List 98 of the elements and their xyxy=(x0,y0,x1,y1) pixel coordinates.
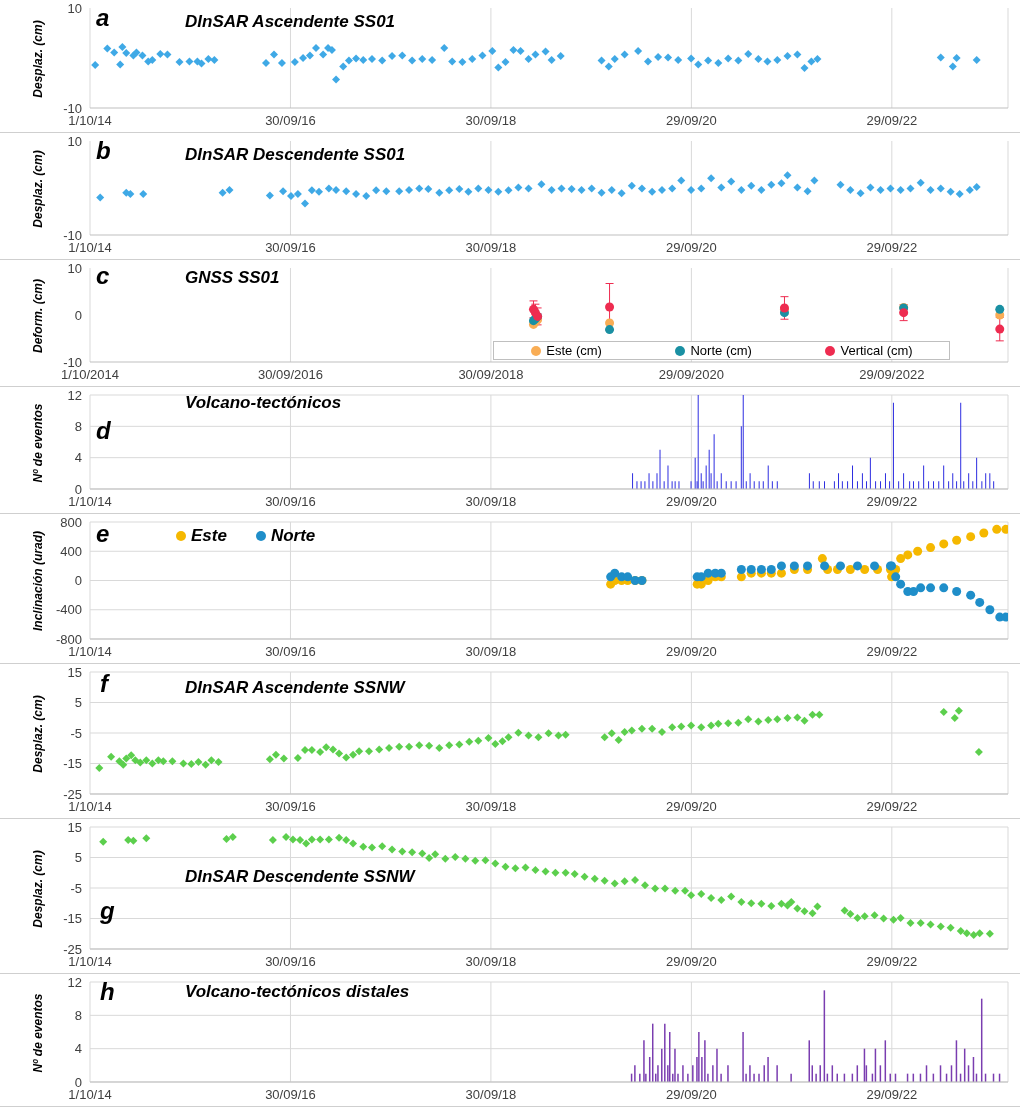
annotation: c xyxy=(96,262,110,290)
x-tick-label: 1/10/14 xyxy=(68,494,112,510)
y-tick-label: -10 xyxy=(63,354,82,370)
chart-title: GNSS SS01 xyxy=(185,268,280,288)
x-tick-label: 30/09/16 xyxy=(265,1087,316,1103)
y-tick-label: 15 xyxy=(67,664,82,680)
x-tick-label: 1/10/14 xyxy=(68,1087,112,1103)
text: DInSAR Descendente SSNW xyxy=(185,867,415,887)
legend-label: Este (cm) xyxy=(546,343,602,358)
y-tick-label: -25 xyxy=(63,941,82,957)
x-tick-label: 30/09/18 xyxy=(465,954,517,970)
chart-title: DInSAR Ascendente SSNW xyxy=(185,678,405,698)
x-tick-label: 30/09/18 xyxy=(465,1087,517,1103)
x-tick-label: 30/09/18 xyxy=(465,799,517,815)
annotation: f xyxy=(100,670,108,698)
chart-title: Volcano-tectónicos distales xyxy=(185,982,410,1002)
y-tick-label: 4 xyxy=(74,1041,82,1057)
x-tick-label: 30/09/18 xyxy=(465,644,517,660)
y-tick-label: 8 xyxy=(74,418,82,434)
legend-label: Norte xyxy=(270,526,316,546)
x-tick-label: 30/09/2018 xyxy=(458,367,524,383)
chart-title: DInSAR Descendente SS01 xyxy=(185,145,406,165)
y-axis-title: Nº de eventos xyxy=(31,991,45,1075)
x-tick-label: 29/09/20 xyxy=(666,240,717,256)
y-tick-label: 10 xyxy=(67,0,82,16)
y-tick-label: 12 xyxy=(67,387,82,403)
x-tick-label: 29/09/20 xyxy=(666,799,717,815)
y-axis-title: Desplaz. (cm) xyxy=(31,693,45,775)
annotation: a xyxy=(96,4,110,32)
y-axis-title: Inclinación (urad) xyxy=(31,530,45,633)
y-tick-label: 400 xyxy=(60,543,82,559)
annotation: d xyxy=(96,417,111,445)
y-tick-label: -15 xyxy=(63,756,82,772)
x-tick-label: 1/10/2014 xyxy=(61,367,119,383)
x-tick-label: 29/09/20 xyxy=(666,494,717,510)
x-tick-label: 1/10/14 xyxy=(68,954,112,970)
y-tick-label: 12 xyxy=(67,974,82,990)
annotation: g xyxy=(100,897,115,925)
x-tick-label: 30/09/2016 xyxy=(257,367,323,383)
x-tick-label: 29/09/2020 xyxy=(658,367,724,383)
y-axis-title: Nº de eventos xyxy=(31,401,45,485)
y-tick-label: 800 xyxy=(60,514,82,530)
y-axis-title: Desplaz. (cm) xyxy=(31,18,45,100)
y-tick-label: 5 xyxy=(74,695,82,711)
legend-label: Norte (cm) xyxy=(690,343,752,358)
x-tick-label: 30/09/16 xyxy=(265,954,316,970)
x-tick-label: 30/09/16 xyxy=(265,799,316,815)
y-axis-title: Desplaz. (cm) xyxy=(31,148,45,230)
y-tick-label: -10 xyxy=(63,227,82,243)
y-tick-label: -15 xyxy=(63,911,82,927)
x-tick-label: 30/09/16 xyxy=(265,240,316,256)
x-tick-label: 30/09/18 xyxy=(465,494,517,510)
x-tick-label: 29/09/22 xyxy=(866,113,918,129)
y-tick-label: 5 xyxy=(74,850,82,866)
x-tick-label: 29/09/20 xyxy=(666,954,717,970)
y-tick-label: -10 xyxy=(63,100,82,116)
x-tick-label: 29/09/20 xyxy=(666,113,717,129)
chart-title: DInSAR Ascendente SS01 xyxy=(185,12,396,32)
y-tick-label: 8 xyxy=(74,1007,82,1023)
x-tick-label: 29/09/22 xyxy=(866,644,918,660)
annotation: b xyxy=(96,137,111,165)
x-tick-label: 30/09/18 xyxy=(465,240,517,256)
x-tick-label: 1/10/14 xyxy=(68,644,112,660)
y-tick-label: -800 xyxy=(55,631,82,647)
x-tick-label: 29/09/22 xyxy=(866,240,918,256)
y-tick-label: -400 xyxy=(55,602,82,618)
y-axis-title: Desplaz. (cm) xyxy=(31,848,45,930)
x-tick-label: 29/09/20 xyxy=(666,644,717,660)
y-tick-label: 15 xyxy=(67,819,82,835)
x-tick-label: 1/10/14 xyxy=(68,799,112,815)
x-tick-label: 29/09/22 xyxy=(866,1087,918,1103)
y-tick-label: -25 xyxy=(63,786,82,802)
x-tick-label: 29/09/22 xyxy=(866,954,918,970)
x-tick-label: 29/09/20 xyxy=(666,1087,717,1103)
y-tick-label: -5 xyxy=(70,725,82,741)
annotation: h xyxy=(100,978,115,1006)
legend-label: Vertical (cm) xyxy=(840,343,913,358)
y-tick-label: 10 xyxy=(67,133,82,149)
y-tick-label: 0 xyxy=(74,573,82,589)
x-tick-label: 1/10/14 xyxy=(68,113,112,129)
x-tick-label: 30/09/16 xyxy=(265,494,316,510)
y-tick-label: 4 xyxy=(74,450,82,466)
x-tick-label: 29/09/2022 xyxy=(859,367,925,383)
y-axis-title: Deform. (cm) xyxy=(31,277,45,355)
y-tick-label: 10 xyxy=(67,260,82,276)
y-tick-label: 0 xyxy=(74,307,82,323)
x-tick-label: 29/09/22 xyxy=(866,494,918,510)
chart-title: Volcano-tectónicos xyxy=(185,393,342,413)
y-tick-label: 0 xyxy=(74,481,82,497)
x-tick-label: 29/09/22 xyxy=(866,799,918,815)
x-tick-label: 1/10/14 xyxy=(68,240,112,256)
x-tick-label: 30/09/16 xyxy=(265,113,316,129)
legend-label: Este xyxy=(191,526,227,546)
x-tick-label: 30/09/16 xyxy=(265,644,316,660)
y-tick-label: -5 xyxy=(70,880,82,896)
annotation: e xyxy=(96,520,110,548)
y-tick-label: 0 xyxy=(74,1074,82,1090)
x-tick-label: 30/09/18 xyxy=(465,113,517,129)
